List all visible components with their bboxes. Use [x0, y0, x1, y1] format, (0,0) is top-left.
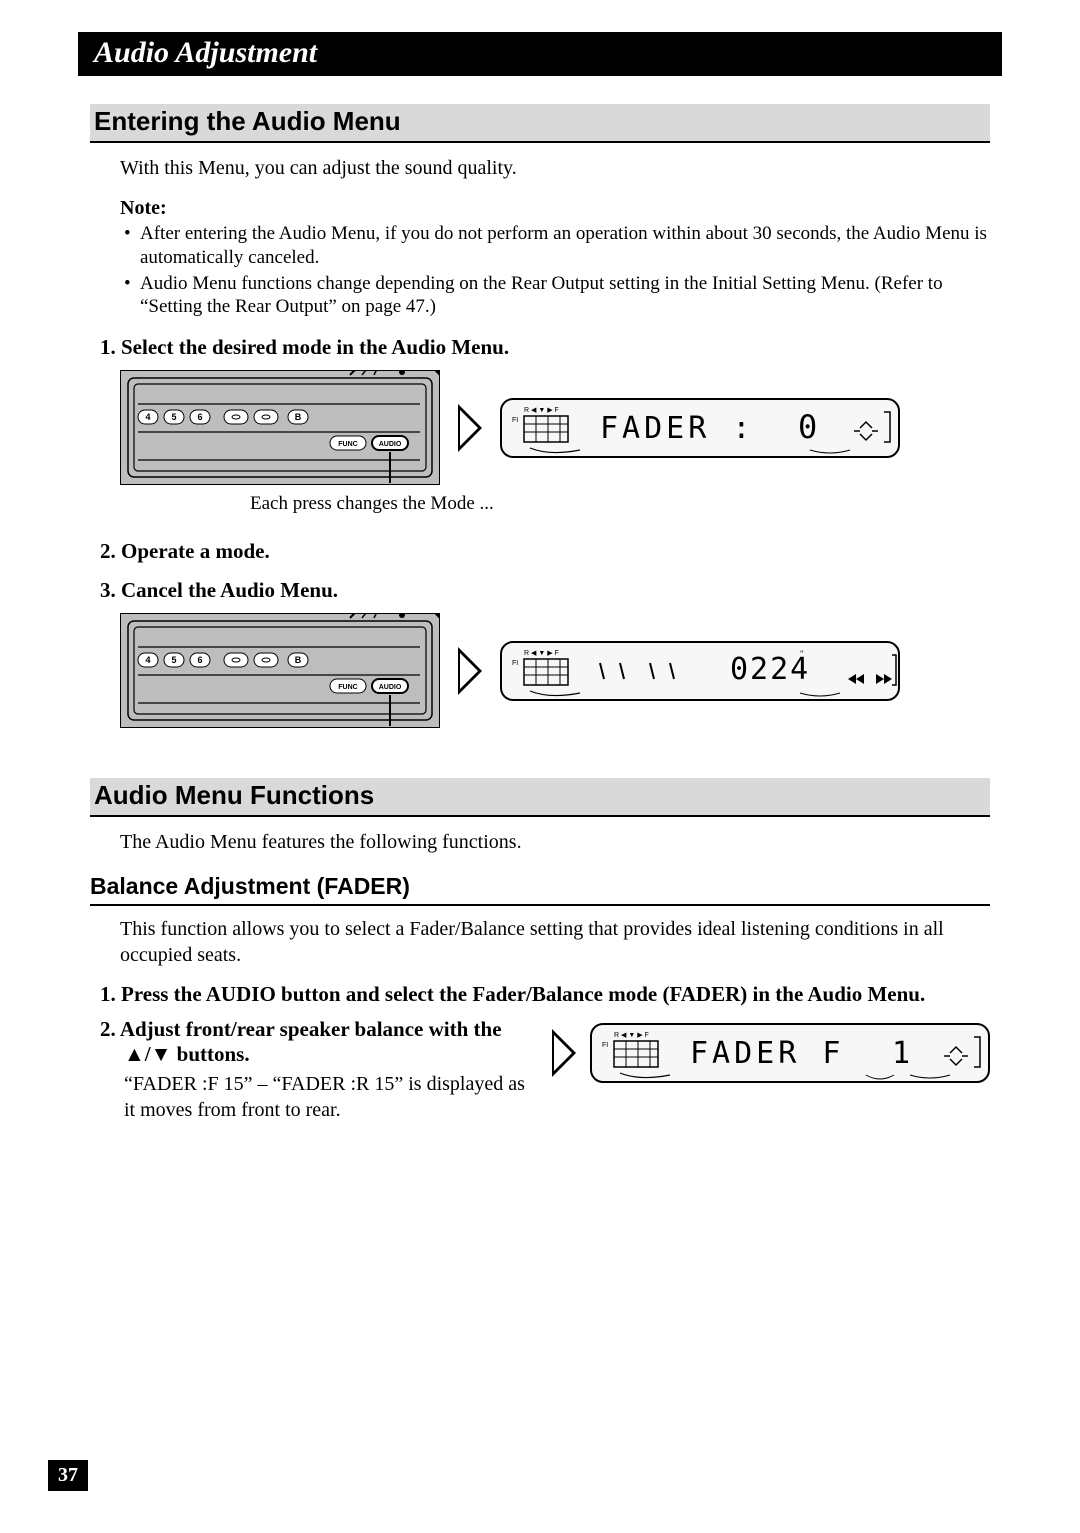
note-item: After entering the Audio Menu, if you do… — [120, 222, 990, 270]
svg-text:FUNC: FUNC — [338, 441, 357, 448]
section-heading-functions: Audio Menu Functions — [90, 778, 990, 817]
page-number: 37 — [48, 1460, 88, 1491]
svg-text:R ◀ ▼ ▶ F: R ◀ ▼ ▶ F — [524, 407, 559, 414]
svg-text:FI: FI — [512, 417, 518, 424]
svg-text:6: 6 — [197, 412, 202, 422]
svg-text:FI: FI — [602, 1042, 608, 1049]
head-unit-diagram: 4 5 6 B FUNC AUDIO — [120, 370, 440, 485]
svg-text:B: B — [295, 655, 302, 665]
svg-text:AUDIO: AUDIO — [379, 441, 402, 448]
svg-text:4: 4 — [145, 655, 150, 665]
note-item: Audio Menu functions change depending on… — [120, 272, 990, 320]
note-list: After entering the Audio Menu, if you do… — [120, 222, 990, 319]
svg-text:0224: 0224 — [730, 652, 810, 687]
svg-text:FADER F: FADER F — [690, 1036, 844, 1071]
svg-text:FADER :: FADER : — [600, 411, 754, 446]
lcd-display-0224: R ◀ ▼ ▶ F FI 0224 ″ — [500, 641, 900, 701]
head-unit-diagram-2: 4 5 6 B FUNC AUDIO — [120, 613, 440, 728]
svg-text:AUDIO: AUDIO — [379, 684, 402, 691]
step1-caption: Each press changes the Mode ... — [250, 493, 990, 515]
lcd-display-fader-f1: R ◀ ▼ ▶ F FI FADER F 1 — [590, 1023, 990, 1083]
fader-step-1: 1. Press the AUDIO button and select the… — [100, 982, 990, 1007]
svg-text:R ◀ ▼ ▶ F: R ◀ ▼ ▶ F — [524, 650, 559, 657]
svg-text:R ◀ ▼ ▶ F: R ◀ ▼ ▶ F — [614, 1032, 649, 1039]
svg-text:B: B — [295, 412, 302, 422]
svg-text:FI: FI — [512, 660, 518, 667]
chapter-title-bar: Audio Adjustment — [78, 32, 1002, 76]
step-2: 2. Operate a mode. — [100, 539, 990, 564]
svg-text:5: 5 — [171, 655, 176, 665]
fader-step-2-body: “FADER :F 15” – “FADER :R 15” is display… — [124, 1071, 532, 1123]
svg-text:″: ″ — [800, 649, 804, 659]
section1-intro: With this Menu, you can adjust the sound… — [120, 155, 990, 181]
svg-text:FUNC: FUNC — [338, 684, 357, 691]
step1-figure-row: 4 5 6 B FUNC AUDIO R ◀ ▼ ▶ F FI — [120, 370, 990, 485]
arrow-icon — [458, 404, 482, 452]
arrow-icon — [552, 1029, 576, 1077]
fader-intro: This function allows you to select a Fad… — [120, 916, 990, 968]
section-heading-entering: Entering the Audio Menu — [90, 104, 990, 143]
step-3: 3. Cancel the Audio Menu. — [100, 578, 990, 603]
subsection-heading-fader: Balance Adjustment (FADER) — [90, 873, 990, 906]
step-1: 1. Select the desired mode in the Audio … — [100, 335, 990, 360]
svg-text:0: 0 — [798, 408, 817, 446]
svg-text:1: 1 — [892, 1036, 910, 1071]
lcd-display-fader-0: R ◀ ▼ ▶ F FI FADER : 0 — [500, 398, 900, 458]
step3-figure-row: 4 5 6 B FUNC AUDIO R ◀ ▼ ▶ F FI — [120, 613, 990, 728]
svg-text:6: 6 — [197, 655, 202, 665]
svg-text:4: 4 — [145, 412, 150, 422]
svg-text:5: 5 — [171, 412, 176, 422]
fader-step-2: 2. Adjust front/rear speaker balance wit… — [100, 1017, 532, 1067]
section2-intro: The Audio Menu features the following fu… — [120, 829, 990, 855]
arrow-icon — [458, 647, 482, 695]
note-label: Note: — [120, 197, 990, 220]
